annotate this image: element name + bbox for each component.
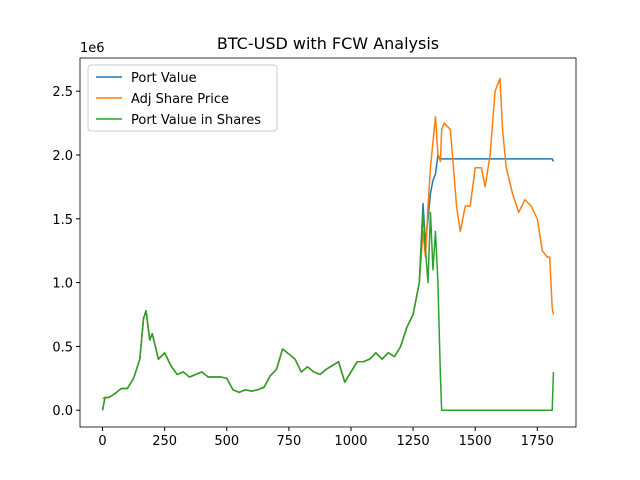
x-tick-label: 500 (214, 434, 239, 449)
x-tick-label: 1250 (397, 434, 430, 449)
plot-frame (79, 57, 577, 428)
y-tick-label: 2.0 (52, 149, 73, 164)
x-tick-label: 750 (276, 434, 301, 449)
legend-label: Port Value (131, 71, 197, 86)
y-offset-label: 1e6 (80, 41, 105, 56)
y-tick-label: 1.0 (52, 277, 73, 292)
y-tick-label: 0.5 (52, 340, 73, 355)
y-tick-label: 1.5 (52, 213, 73, 228)
x-tick-label: 1000 (334, 434, 367, 449)
x-tick-label: 1500 (459, 434, 492, 449)
y-tick-label: 2.5 (52, 85, 73, 100)
x-tick-label: 0 (98, 434, 106, 449)
y-tick-label: 0.0 (52, 404, 73, 419)
chart-title: BTC-USD with FCW Analysis (217, 34, 439, 53)
legend-label: Port Value in Shares (131, 113, 261, 128)
legend-box (87, 64, 278, 132)
series-line (101, 211, 555, 411)
x-tick-label: 250 (152, 434, 177, 449)
legend-label: Adj Share Price (131, 92, 229, 107)
x-tick-label: 1750 (521, 434, 554, 449)
